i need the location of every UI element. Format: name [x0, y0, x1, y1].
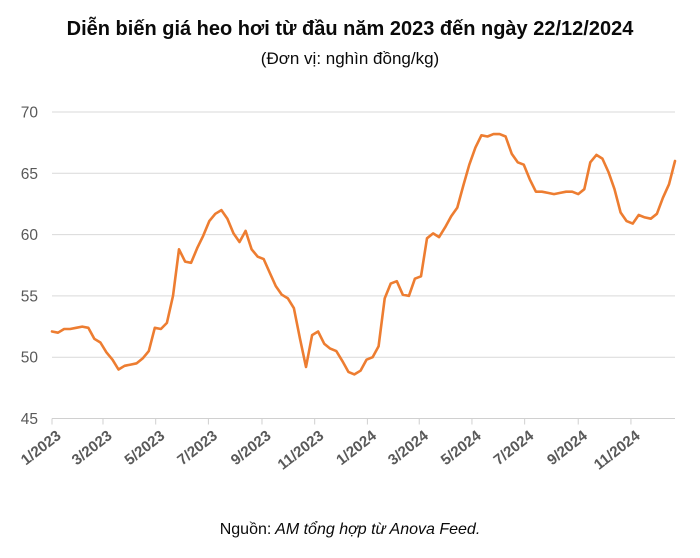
chart-title: Diễn biến giá heo hơi từ đầu năm 2023 đế…: [66, 18, 634, 40]
x-axis-tick-label: 7/2024: [490, 427, 537, 469]
y-axis-tick-label: 70: [21, 105, 39, 122]
x-axis-tick-label: 9/2024: [544, 427, 591, 469]
y-axis-tick-label: 55: [21, 288, 38, 305]
price-series-line: [50, 132, 677, 376]
y-axis-tick-label: 45: [21, 411, 38, 428]
x-axis-tick-label: 5/2024: [438, 427, 485, 469]
x-axis-tick-label: 3/2024: [385, 427, 432, 469]
source-text: AM tổng hợp từ Anova Feed.: [271, 521, 481, 538]
y-axis-tick-label: 50: [21, 350, 39, 367]
source-note: Nguồn: AM tổng hợp từ Anova Feed.: [0, 521, 700, 539]
source-label: Nguồn:: [219, 521, 272, 538]
x-axis-tick-label: 7/2023: [174, 427, 221, 469]
y-axis-tick-label: 65: [21, 166, 38, 183]
chart-subtitle: (Đơn vị: nghìn đồng/kg): [260, 49, 440, 68]
x-axis-tick-label: 9/2023: [228, 427, 275, 469]
x-axis-tick-label: 11/2024: [591, 427, 644, 474]
x-axis-tick-label: 11/2023: [275, 427, 328, 473]
x-axis-tick-label: 1/2023: [18, 427, 65, 469]
x-axis-tick-label: 5/2023: [122, 427, 169, 469]
x-axis-tick-label: 1/2024: [333, 427, 380, 469]
y-axis-tick-label: 60: [21, 227, 39, 244]
x-axis-tick-label: 3/2023: [69, 427, 116, 469]
